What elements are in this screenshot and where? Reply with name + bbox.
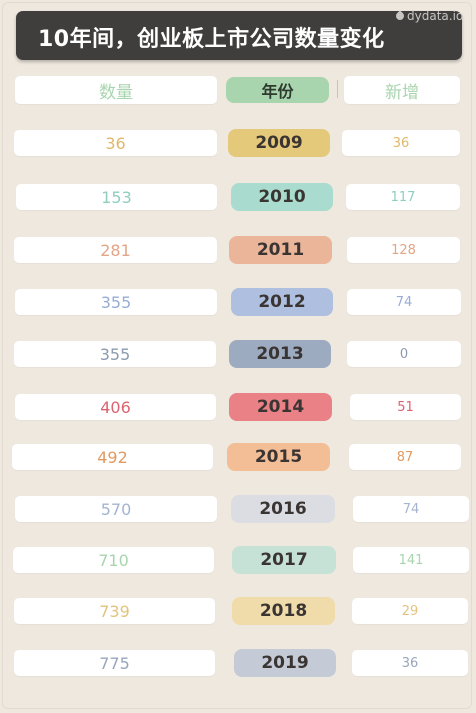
count-cell: 153 (16, 184, 217, 210)
year-pill: 2014 (229, 393, 332, 421)
watermark-text: dydata.io (407, 9, 464, 23)
new-cell: 36 (352, 650, 468, 676)
count-header-label: 数量 (99, 82, 133, 103)
new-cell: 51 (350, 394, 461, 420)
drop-logo-icon (394, 10, 406, 22)
count-cell: 710 (13, 547, 214, 573)
count-cell: 739 (14, 598, 215, 624)
year-header-label: 年份 (261, 82, 294, 101)
header-divider (337, 80, 338, 98)
count-column-header: 数量 (15, 76, 217, 104)
year-pill: 2017 (232, 546, 336, 574)
new-cell: 36 (342, 130, 460, 156)
new-cell: 141 (353, 547, 469, 573)
count-cell: 406 (15, 394, 216, 420)
year-pill: 2018 (232, 597, 335, 625)
new-header-label: 新增 (385, 82, 419, 103)
count-cell: 775 (14, 650, 215, 676)
year-pill: 2010 (231, 183, 333, 211)
page-frame (2, 2, 472, 709)
new-cell: 128 (347, 237, 460, 263)
new-cell: 87 (349, 444, 461, 470)
year-pill: 2019 (234, 649, 336, 677)
title-bar: 10年间，创业板上市公司数量变化 (16, 11, 462, 60)
count-cell: 570 (15, 496, 217, 522)
watermark: dydata.io (394, 9, 464, 23)
year-pill: 2012 (231, 288, 333, 316)
new-column-header: 新增 (344, 76, 460, 104)
count-cell: 281 (14, 237, 217, 263)
year-pill: 2016 (231, 495, 335, 523)
chart-title: 10年间，创业板上市公司数量变化 (38, 27, 385, 52)
count-cell: 355 (14, 341, 216, 367)
new-cell: 74 (347, 289, 461, 315)
year-pill: 2009 (228, 129, 330, 157)
new-cell: 0 (347, 341, 461, 367)
year-pill: 2015 (227, 443, 330, 471)
count-cell: 355 (15, 289, 217, 315)
new-cell: 74 (353, 496, 469, 522)
count-cell: 36 (14, 130, 217, 156)
new-cell: 29 (352, 598, 468, 624)
year-pill: 2011 (229, 236, 332, 264)
new-cell: 117 (346, 184, 460, 210)
year-column-header: 年份 (226, 77, 329, 103)
year-pill: 2013 (229, 340, 331, 368)
count-cell: 492 (12, 444, 213, 470)
